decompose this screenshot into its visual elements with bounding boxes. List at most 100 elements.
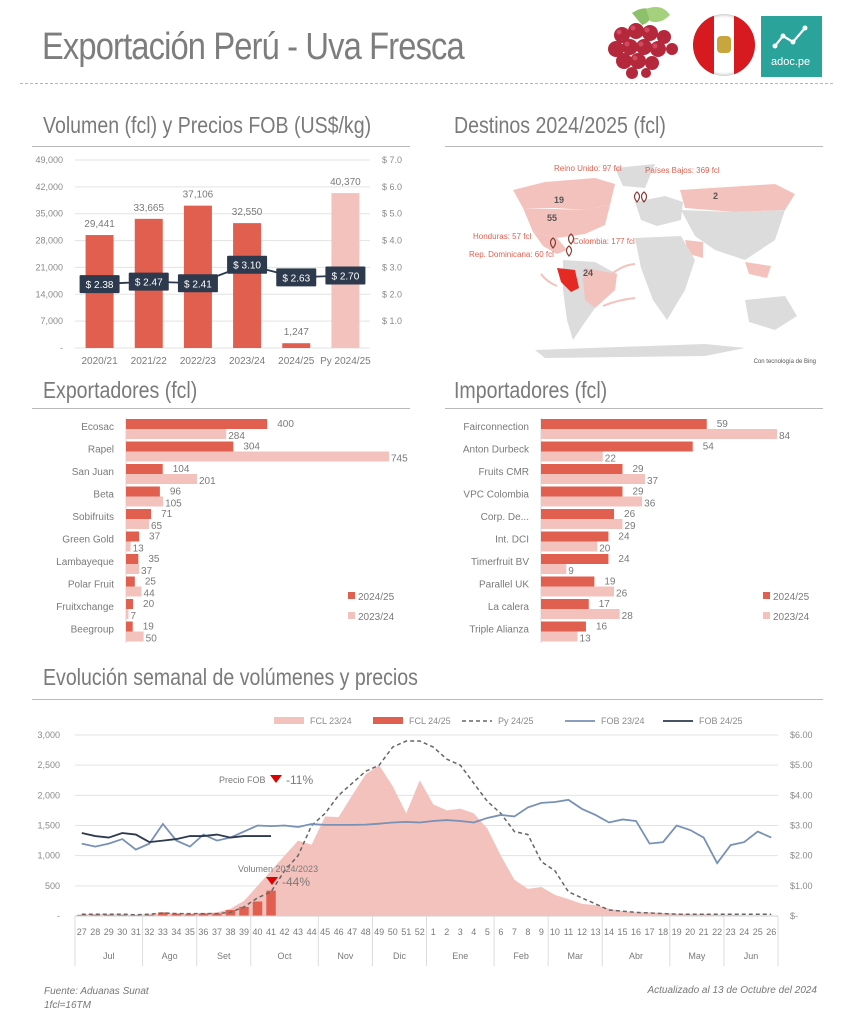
bar-2023-24 bbox=[541, 564, 567, 574]
x-category-label: 2021/22 bbox=[131, 356, 168, 367]
month-label: Mar bbox=[567, 951, 583, 961]
week-tick-label: 44 bbox=[307, 927, 317, 937]
week-tick-label: 16 bbox=[631, 927, 641, 937]
category-label: Green Gold bbox=[62, 535, 114, 546]
bar-2024-25 bbox=[126, 419, 268, 429]
footer-source: Fuente: Aduanas Sunat 1fcl=16TM bbox=[44, 985, 149, 1013]
value-label-2023-24: 284 bbox=[228, 431, 245, 442]
week-tick-label: 32 bbox=[144, 927, 154, 937]
month-label: Abr bbox=[629, 951, 643, 961]
map-value-russia: 2 bbox=[713, 191, 719, 201]
legend-swatch-fcl-24-25 bbox=[373, 717, 403, 724]
price-value-label: $ 2.70 bbox=[332, 271, 360, 282]
category-label: VPC Colombia bbox=[463, 490, 529, 501]
value-label-2023-24: 84 bbox=[779, 431, 791, 442]
destinations-map: Reino Unido: 97 fcl Países Bajos: 369 fc… bbox=[445, 150, 830, 370]
y-right-tick: $2.00 bbox=[790, 851, 813, 861]
category-label: San Juan bbox=[72, 467, 114, 478]
week-tick-label: 30 bbox=[117, 927, 127, 937]
week-tick-label: 36 bbox=[198, 927, 208, 937]
month-label: Feb bbox=[513, 951, 529, 961]
legend-label: Py 24/25 bbox=[498, 716, 534, 726]
y-left-tick: 2,500 bbox=[37, 760, 60, 770]
bar-fcl-24-25 bbox=[252, 901, 263, 916]
legend-label: FOB 23/24 bbox=[601, 716, 645, 726]
bar-2023-24 bbox=[541, 609, 620, 619]
volume-bar bbox=[233, 223, 262, 348]
value-label-2024-25: 35 bbox=[148, 554, 160, 565]
adoc-logo[interactable]: adoc.pe bbox=[761, 16, 822, 77]
trend-line-icon bbox=[772, 25, 808, 49]
category-label: Beta bbox=[93, 490, 114, 501]
value-label-2023-24: 22 bbox=[605, 454, 617, 465]
week-tick-label: 6 bbox=[498, 927, 503, 937]
week-tick-label: 4 bbox=[471, 927, 476, 937]
annotation-price-label: Precio FOB bbox=[219, 775, 266, 785]
week-tick-label: 45 bbox=[320, 927, 330, 937]
week-tick-label: 47 bbox=[347, 927, 357, 937]
bar-fcl-24-25 bbox=[185, 914, 195, 916]
map-pin-icon bbox=[633, 191, 641, 203]
week-tick-label: 22 bbox=[712, 927, 722, 937]
bar-2024-25 bbox=[126, 441, 234, 452]
value-label-2024-25: 71 bbox=[161, 509, 173, 520]
category-label: Fruits CMR bbox=[478, 467, 529, 478]
y-right-tick: $ 1.0 bbox=[382, 316, 402, 326]
y-left-tick: 1,000 bbox=[37, 851, 60, 861]
value-label-2024-25: 304 bbox=[243, 442, 260, 453]
bar-2024-25 bbox=[541, 509, 615, 519]
legend-swatch-2023-24 bbox=[763, 612, 770, 619]
divider bbox=[445, 408, 823, 409]
map-region-canada bbox=[513, 178, 615, 210]
bar-2024-25 bbox=[126, 621, 133, 632]
y-right-tick: $ 4.0 bbox=[382, 236, 402, 246]
category-label: Polar Fruit bbox=[68, 580, 114, 591]
value-label-2024-25: 24 bbox=[618, 532, 630, 543]
category-label: Sobifruits bbox=[72, 512, 114, 523]
map-region-russia bbox=[680, 184, 795, 212]
down-triangle-icon bbox=[266, 877, 278, 885]
export-arrow-icon bbox=[602, 297, 636, 307]
divider bbox=[32, 408, 410, 409]
week-tick-label: 7 bbox=[512, 927, 517, 937]
value-label-2024-25: 26 bbox=[624, 509, 636, 520]
world-map bbox=[513, 164, 797, 358]
week-tick-label: 35 bbox=[185, 927, 195, 937]
volume-value-label: 29,441 bbox=[84, 219, 115, 230]
bar-2023-24 bbox=[541, 519, 623, 529]
bar-fcl-24-25 bbox=[77, 914, 87, 916]
month-label: Oct bbox=[278, 951, 293, 961]
adoc-label: adoc.pe bbox=[771, 56, 811, 68]
y-left-tick: 21,000 bbox=[35, 262, 63, 272]
week-tick-label: 9 bbox=[539, 927, 544, 937]
volume-value-label: 32,550 bbox=[232, 207, 263, 218]
value-label-2024-25: 20 bbox=[143, 599, 155, 610]
bar-2024-25 bbox=[541, 554, 609, 564]
map-pin-icon bbox=[640, 191, 648, 203]
value-label-2023-24: 13 bbox=[580, 634, 592, 645]
week-tick-label: 28 bbox=[90, 927, 100, 937]
value-label-2023-24: 201 bbox=[199, 476, 216, 487]
bar-2024-25 bbox=[126, 576, 135, 587]
map-region-antarctica bbox=[535, 344, 745, 358]
map-region-usa bbox=[523, 205, 610, 238]
bar-2023-24 bbox=[126, 474, 197, 484]
x-category-label: Py 2024/25 bbox=[320, 356, 371, 367]
x-category-label: 2024/25 bbox=[278, 356, 315, 367]
category-label: Parallel UK bbox=[479, 580, 529, 591]
source-text: Fuente: Aduanas Sunat bbox=[44, 986, 149, 997]
exporters-chart: Ecosac 400 284 Rapel 304 745 San Juan 104 201 Bet… bbox=[56, 418, 408, 645]
line-fob-24-25 bbox=[81, 832, 272, 844]
bar-2023-24 bbox=[541, 474, 645, 484]
value-label-2024-25: 29 bbox=[632, 464, 644, 475]
bar-2023-24 bbox=[126, 586, 142, 597]
value-label-2024-25: 96 bbox=[170, 487, 182, 498]
map-label-netherlands: Países Bajos: 369 fcl bbox=[645, 166, 720, 175]
y-left-tick: 1,500 bbox=[37, 821, 60, 831]
month-label: Ene bbox=[452, 951, 468, 961]
month-label: Dic bbox=[393, 951, 406, 961]
week-tick-label: 2 bbox=[444, 927, 449, 937]
y-right-tick: $5.00 bbox=[790, 760, 813, 770]
volume-price-chart: - 7,000 $ 1.0 14,000 $ 2.0 21,000 $ 3.0 28,000 $… bbox=[35, 155, 402, 367]
map-pin-icon bbox=[549, 237, 557, 249]
